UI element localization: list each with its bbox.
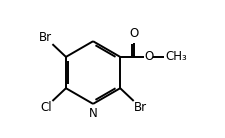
Text: Cl: Cl: [41, 101, 52, 114]
Text: Br: Br: [133, 101, 146, 114]
Text: CH₃: CH₃: [164, 50, 186, 63]
Text: Br: Br: [39, 31, 52, 44]
Text: N: N: [88, 107, 97, 120]
Text: O: O: [129, 27, 138, 40]
Text: O: O: [143, 50, 153, 63]
